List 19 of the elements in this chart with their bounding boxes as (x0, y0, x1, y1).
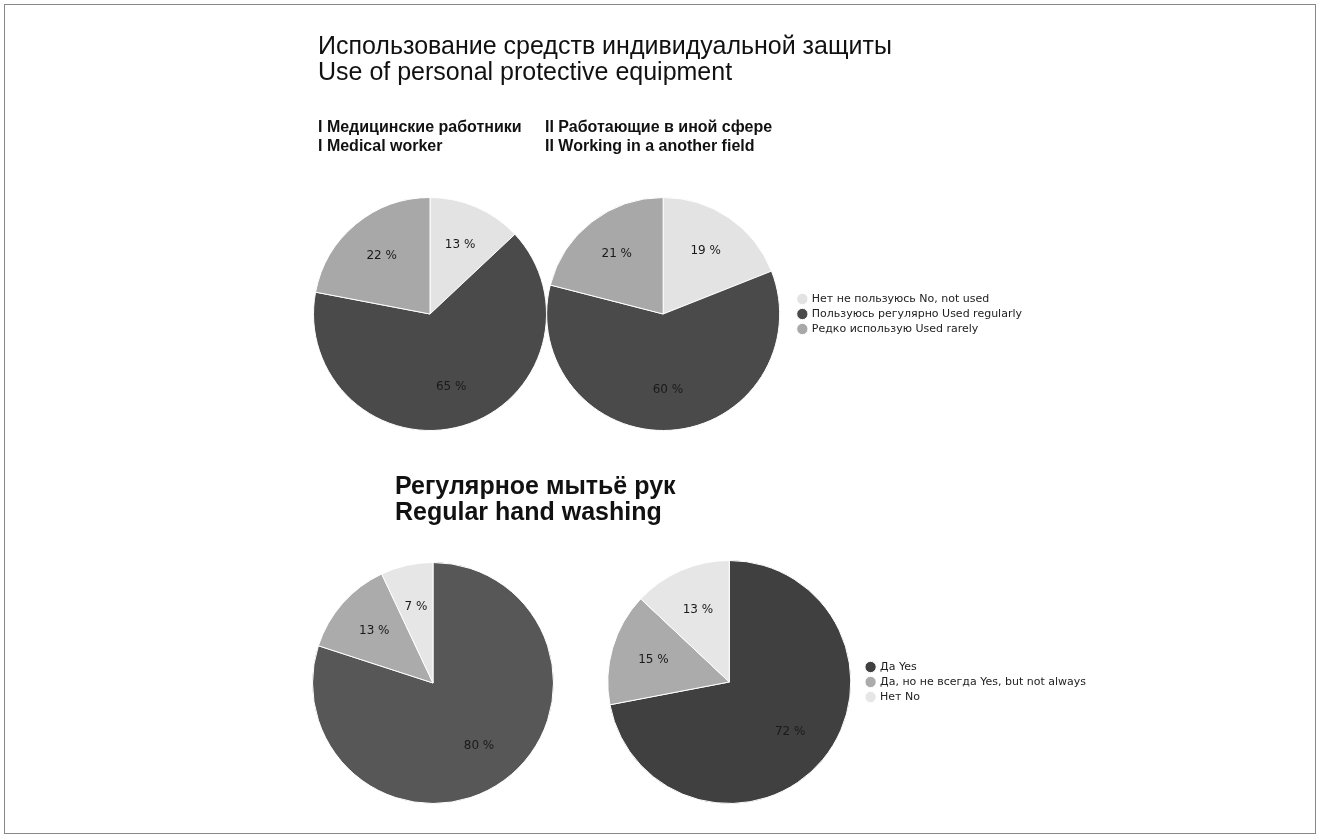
data-label: 80 % (463, 738, 495, 753)
data-label: 21 % (601, 246, 632, 261)
legend-label: Да Yes (880, 659, 917, 673)
chart-title: Регулярное мытьё рук Regular hand washing (395, 471, 676, 526)
data-label: 15 % (638, 652, 669, 667)
legend-label: Нет не пользуюсь No, not used (811, 291, 990, 305)
chart-subtitle: II Работающие в иной сфере II Working in a another field (545, 117, 773, 156)
data-label: 22 % (366, 247, 397, 262)
data-label: 13 % (682, 601, 714, 616)
data-label: 13 % (444, 236, 476, 251)
data-label: 13 % (359, 623, 390, 638)
data-label: 19 % (690, 243, 721, 258)
legend-label: Нет No (880, 689, 921, 703)
legend-label: Да, но не всегда Yes, but not always (880, 674, 1087, 688)
data-label: 7 % (404, 598, 428, 613)
text: Использование средств индивидуальной защиты Use of personal protective equipment (318, 31, 892, 86)
legend-label: Редко использую Used rarely (811, 321, 979, 335)
chart-subtitle: I Медицинские работники I Medical worker (318, 117, 522, 156)
legend-label: Пользуюсь регулярно Used regularly (811, 306, 1023, 320)
